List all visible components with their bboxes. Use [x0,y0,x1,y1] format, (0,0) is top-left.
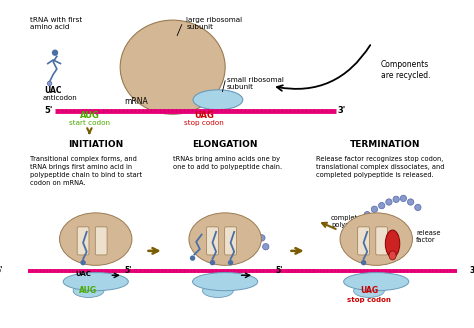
Text: release
factor: release factor [416,230,440,243]
Text: small ribosomal
subunit: small ribosomal subunit [227,77,284,90]
Ellipse shape [202,284,233,297]
Text: UAC: UAC [44,86,62,94]
Text: tRNAs bring amino acids one by
one to add to polypeptide chain.: tRNAs bring amino acids one by one to ad… [173,156,282,170]
Circle shape [357,219,363,225]
Circle shape [386,199,392,205]
Text: 3': 3' [337,106,346,115]
Text: UAC: UAC [75,271,91,277]
Text: large ribosomal
subunit: large ribosomal subunit [186,17,242,31]
Circle shape [81,260,86,265]
Circle shape [393,196,399,202]
Circle shape [228,260,233,265]
Text: 5': 5' [125,266,132,275]
Circle shape [190,256,195,261]
Circle shape [250,228,256,234]
Circle shape [361,260,366,265]
Circle shape [371,206,378,213]
Text: completed
polypeptide: completed polypeptide [331,215,371,228]
Text: mRNA: mRNA [125,97,148,106]
Text: Transitional complex forms, and
tRNA brings first amino acid in
polypeptide chai: Transitional complex forms, and tRNA bri… [30,156,142,186]
Ellipse shape [389,251,396,260]
Ellipse shape [120,20,225,114]
Text: AUG: AUG [80,286,98,295]
Ellipse shape [340,213,412,265]
Ellipse shape [193,90,243,110]
Text: AUG: AUG [80,111,100,120]
Circle shape [400,195,407,201]
Text: TERMINATION: TERMINATION [350,140,420,149]
Text: stop codon: stop codon [184,120,224,126]
FancyBboxPatch shape [95,227,107,255]
Text: 5': 5' [0,266,2,275]
Text: 5': 5' [45,106,53,115]
Text: tRNA with first
amino acid: tRNA with first amino acid [30,17,82,31]
Circle shape [408,199,414,205]
Circle shape [349,225,356,232]
FancyBboxPatch shape [207,227,219,255]
Circle shape [364,212,370,218]
Ellipse shape [385,230,400,257]
Circle shape [415,204,421,211]
FancyBboxPatch shape [376,227,388,255]
Circle shape [263,244,269,250]
Circle shape [379,202,385,209]
Ellipse shape [60,213,132,265]
Ellipse shape [192,273,258,291]
Ellipse shape [189,213,261,265]
Text: ELONGATION: ELONGATION [192,140,258,149]
Circle shape [52,50,58,56]
Text: stop codon: stop codon [347,297,391,303]
FancyBboxPatch shape [77,227,89,255]
Circle shape [208,226,214,232]
Circle shape [47,81,52,86]
Text: Components
are recycled.: Components are recycled. [381,60,430,80]
Text: 5': 5' [275,266,283,275]
Ellipse shape [344,273,409,291]
Text: UAG: UAG [360,286,378,295]
Text: anticodon: anticodon [42,95,77,101]
Text: start codon: start codon [69,120,110,126]
Text: UAG: UAG [194,111,214,120]
Text: 3': 3' [469,266,474,275]
FancyBboxPatch shape [225,227,237,255]
Ellipse shape [63,273,128,291]
Ellipse shape [73,284,104,297]
FancyBboxPatch shape [358,227,369,255]
Circle shape [342,230,349,236]
Circle shape [222,222,228,229]
Circle shape [197,232,203,238]
Ellipse shape [354,284,384,297]
Text: INITIATION: INITIATION [68,140,123,149]
Circle shape [259,235,265,241]
Circle shape [237,223,243,230]
Circle shape [210,260,215,265]
Text: Release factor recognizes stop codon,
translational complex dissociates, and
com: Release factor recognizes stop codon, tr… [316,156,444,178]
